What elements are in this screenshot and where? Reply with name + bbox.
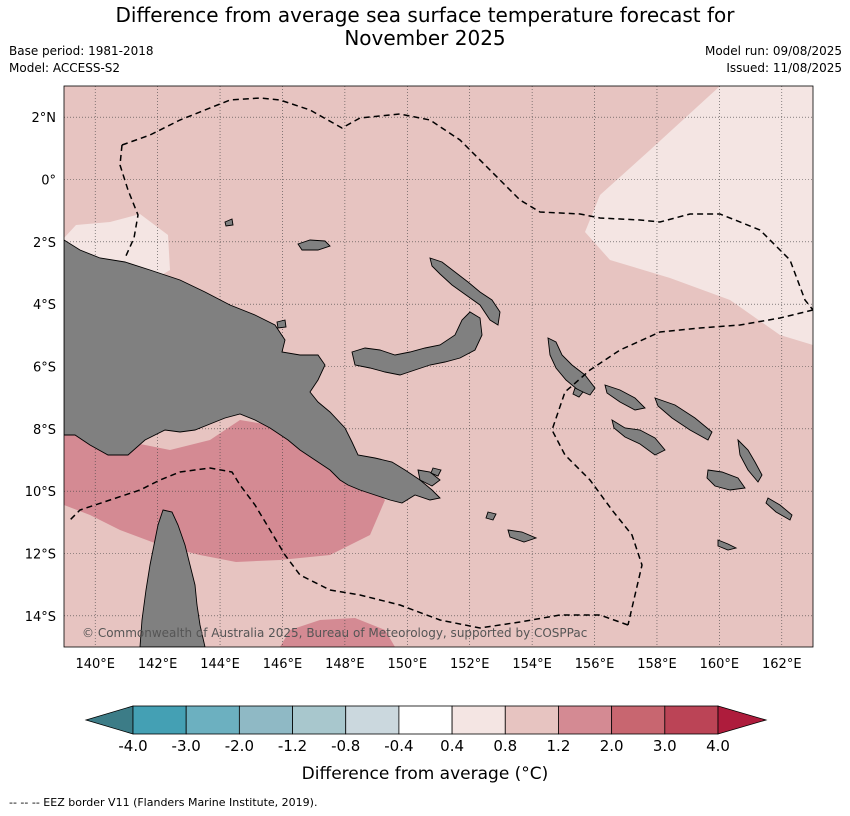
lat-tick-label: 6°S <box>33 361 56 376</box>
choiseul-island <box>604 384 646 411</box>
lat-tick-label: 0° <box>41 174 56 189</box>
colorbar-tick-label: 2.0 <box>600 737 624 755</box>
small-island-a <box>485 511 497 521</box>
latitude-labels: 2°N 0° 2°S 4°S 6°S 8°S 10°S 12°S 14°S <box>25 111 56 625</box>
colorbar-tick-label: -0.8 <box>331 737 360 755</box>
small-island-f <box>224 218 234 227</box>
colorbar-bin <box>611 705 666 735</box>
cape-york-peninsula <box>139 509 206 647</box>
colorbar-bin <box>132 705 187 735</box>
lon-tick-label: 156°E <box>575 657 615 672</box>
longitude-labels: 140°E 142°E 144°E 146°E 148°E 150°E 152°E 154°E… <box>75 657 801 672</box>
malaita-island <box>737 438 763 483</box>
colorbar-bin <box>185 705 240 735</box>
lon-tick-label: 160°E <box>700 657 740 672</box>
eez-border <box>69 97 813 629</box>
lat-tick-label: 12°S <box>25 548 56 563</box>
lat-tick-label: 2°S <box>33 236 56 251</box>
copyright-notice: © Commonwealth of Australia 2025, Bureau… <box>82 626 587 640</box>
land-masses <box>64 218 793 647</box>
makira-island <box>765 497 793 521</box>
colorbar-tick-label: 1.2 <box>547 737 571 755</box>
base-period: Base period: 1981-2018 <box>9 44 154 58</box>
new-ireland-island <box>429 257 501 326</box>
small-island-e <box>276 319 287 329</box>
anomaly-region-0.4-0.8-northeast <box>585 86 813 345</box>
lat-tick-label: 10°S <box>25 485 56 500</box>
colorbar-title: Difference from average (°C) <box>301 764 549 784</box>
model-name: Model: ACCESS-S2 <box>9 61 121 75</box>
meta-left: Base period: 1981-2018 Model: ACCESS-S2 <box>9 43 154 77</box>
colorbar-tick-label: 0.4 <box>440 737 464 755</box>
louisiade-island <box>507 529 538 543</box>
lat-tick-label: 14°S <box>25 610 56 625</box>
eez-legend-note: -- -- -- EEZ border V11 (Flanders Marine… <box>9 796 318 809</box>
anomaly-region-1.2-2.0-south <box>64 420 385 562</box>
colorbar-tick-label: -2.0 <box>225 737 254 755</box>
anomaly-region-1.2-2.0-coral-sea <box>280 618 395 647</box>
colorbar: -4.0 -3.0 -2.0 -1.2 -0.8 -0.4 0.4 0.8 1.2 2.0 3.0 4… <box>84 705 768 755</box>
lon-tick-label: 158°E <box>637 657 677 672</box>
colorbar-extend-high <box>717 705 768 735</box>
lat-tick-label: 4°S <box>33 298 56 313</box>
dentrecasteaux-islands <box>417 469 441 487</box>
lon-tick-label: 142°E <box>138 657 178 672</box>
colorbar-bin <box>292 705 347 735</box>
small-island-d <box>572 387 584 398</box>
santa-isabel-island <box>654 397 713 441</box>
colorbar-bin <box>398 705 453 735</box>
lon-tick-label: 154°E <box>512 657 552 672</box>
colorbar-tick-label: -0.4 <box>384 737 413 755</box>
colorbar-bin <box>504 705 559 735</box>
map-area: © Commonwealth of Australia 2025, Bureau… <box>64 86 813 647</box>
bougainville-island <box>547 337 596 396</box>
eez-border-png-south <box>69 467 629 629</box>
new-georgia-island <box>611 419 666 456</box>
colorbar-bin <box>238 705 293 735</box>
anomaly-region-0.4-0.8-west <box>64 214 170 282</box>
colorbar-bin <box>345 705 400 735</box>
lon-tick-label: 152°E <box>450 657 490 672</box>
lat-tick-label: 8°S <box>33 423 56 438</box>
eez-border-png-north <box>121 97 813 311</box>
colorbar-tick-label: 3.0 <box>653 737 677 755</box>
colorbar-extend-low <box>84 705 134 735</box>
meta-right: Model run: 09/08/2025 Issued: 11/08/2025 <box>705 43 842 77</box>
colorbar-tick-label: -4.0 <box>118 737 147 755</box>
colorbar-tick-label: -1.2 <box>278 737 307 755</box>
chart-title-line2: November 2025 <box>344 26 506 50</box>
colorbar-tick-label: -3.0 <box>172 737 201 755</box>
new-britain-island <box>351 311 483 376</box>
colorbar-tick-label: 0.8 <box>493 737 517 755</box>
lon-tick-label: 150°E <box>388 657 428 672</box>
colorbar-bin <box>558 705 613 735</box>
new-guinea-landmass <box>64 239 441 504</box>
issued-date: Issued: 11/08/2025 <box>726 61 842 75</box>
model-run: Model run: 09/08/2025 <box>704 44 842 58</box>
guadalcanal-island <box>706 469 746 491</box>
map-frame <box>63 85 814 648</box>
eez-border-png-east <box>551 309 813 626</box>
lon-tick-label: 148°E <box>325 657 365 672</box>
manus-island <box>297 239 331 251</box>
small-island-c <box>430 467 442 477</box>
lon-tick-label: 146°E <box>263 657 303 672</box>
lon-tick-label: 162°E <box>762 657 802 672</box>
lon-tick-label: 144°E <box>200 657 240 672</box>
lon-tick-label: 140°E <box>75 657 115 672</box>
small-island-b <box>717 539 738 551</box>
colorbar-bin <box>451 705 506 735</box>
lat-tick-label: 2°N <box>32 111 57 126</box>
colorbar-bin <box>664 705 719 735</box>
colorbar-tick-label: 4.0 <box>706 737 730 755</box>
chart-title-line1: Difference from average sea surface temp… <box>115 3 735 27</box>
eez-border-png-west <box>119 144 139 259</box>
